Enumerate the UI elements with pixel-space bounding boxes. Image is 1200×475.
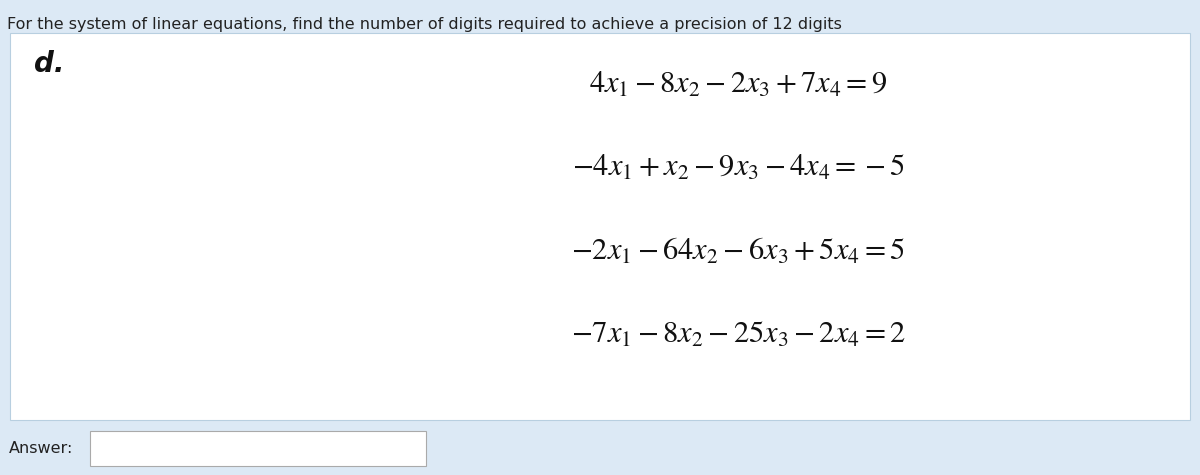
Text: $-2x_1 - 64x_2 - 6x_3 + 5x_4 = 5$: $-2x_1 - 64x_2 - 6x_3 + 5x_4 = 5$: [571, 237, 905, 267]
FancyBboxPatch shape: [10, 33, 1190, 420]
Text: Answer:: Answer:: [8, 441, 73, 456]
Text: $-7x_1 - 8x_2 - 25x_3 - 2x_4 = 2$: $-7x_1 - 8x_2 - 25x_3 - 2x_4 = 2$: [570, 320, 906, 350]
Text: $-4x_1 + x_2 - 9x_3 - 4x_4 = -5$: $-4x_1 + x_2 - 9x_3 - 4x_4 = -5$: [571, 154, 905, 183]
Text: $4x_1 - 8x_2 - 2x_3 + 7x_4 = 9$: $4x_1 - 8x_2 - 2x_3 + 7x_4 = 9$: [589, 71, 887, 100]
Text: d.: d.: [34, 50, 64, 78]
Text: For the system of linear equations, find the number of digits required to achiev: For the system of linear equations, find…: [7, 17, 842, 32]
FancyBboxPatch shape: [90, 431, 426, 466]
